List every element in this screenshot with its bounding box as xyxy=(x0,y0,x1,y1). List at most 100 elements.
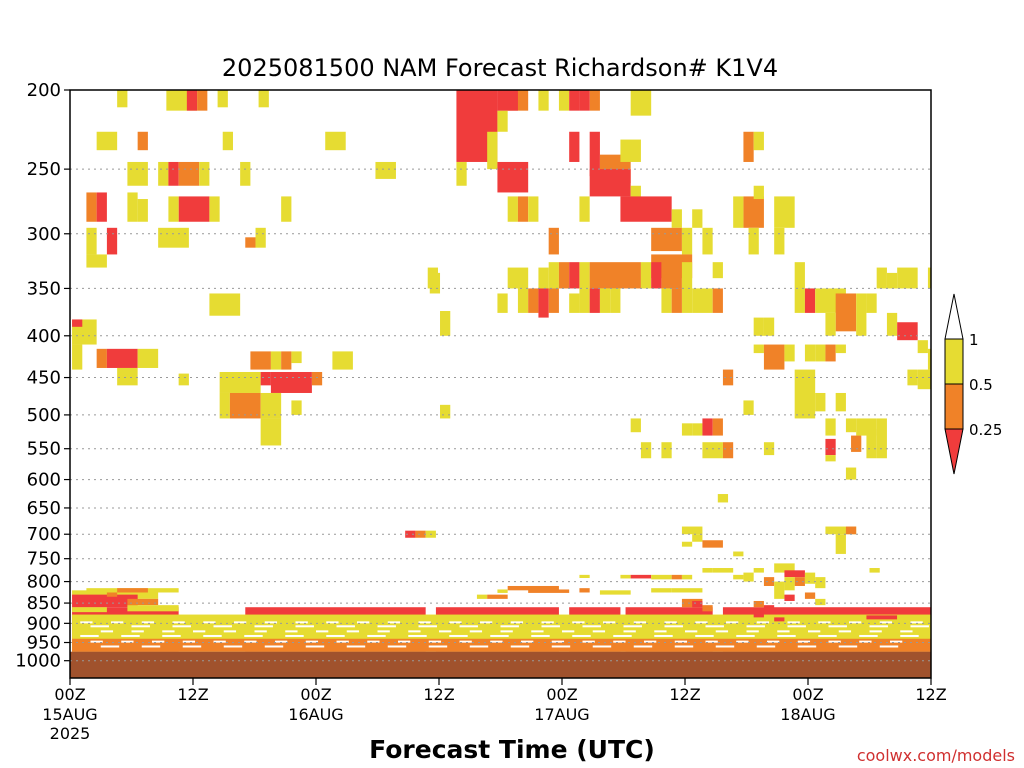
heatmap-cell xyxy=(671,288,682,313)
heatmap-cell xyxy=(620,139,641,162)
heatmap-cell xyxy=(681,574,693,580)
heatmap-streak xyxy=(264,621,278,624)
heatmap-streak xyxy=(469,645,489,648)
heatmap-cell xyxy=(620,196,672,222)
heatmap-streak xyxy=(152,640,165,643)
y-tick-label: 350 xyxy=(27,278,61,299)
heatmap-cell xyxy=(753,185,764,200)
heatmap-streak xyxy=(131,625,150,628)
heatmap-cell xyxy=(589,90,600,111)
heatmap-streak xyxy=(223,630,237,633)
heatmap-cell xyxy=(209,293,241,316)
heatmap-streak xyxy=(336,640,349,643)
heatmap-cell xyxy=(753,568,764,573)
heatmap-cell xyxy=(702,442,723,459)
heatmap-streak xyxy=(654,630,667,633)
heatmap-cell xyxy=(440,311,451,336)
heatmap-cell xyxy=(661,442,672,459)
heatmap-cell xyxy=(538,90,549,111)
heatmap-streak xyxy=(510,645,530,648)
heatmap-cell xyxy=(589,169,631,197)
heatmap-cell xyxy=(106,348,138,368)
heatmap-cell xyxy=(712,568,734,573)
heatmap-streak xyxy=(808,630,821,633)
heatmap-streak xyxy=(193,630,206,633)
heatmap-streak xyxy=(418,625,437,628)
heatmap-streak xyxy=(592,630,606,633)
heatmap-streak xyxy=(408,630,421,633)
y-tick-label: 200 xyxy=(27,80,61,101)
x-tick-year: 2025 xyxy=(50,724,91,743)
heatmap-streak xyxy=(285,634,304,637)
y-tick-label: 900 xyxy=(27,613,61,634)
heatmap-streak xyxy=(910,625,929,628)
legend: 1 0.5 0.25 xyxy=(944,293,1002,475)
heatmap-cell xyxy=(86,254,107,268)
heatmap-cell xyxy=(784,577,795,591)
heatmap-streak xyxy=(531,630,544,633)
legend-swatch-above-1 xyxy=(944,293,964,340)
heatmap-streak xyxy=(213,640,226,643)
heatmap-streak xyxy=(295,625,314,628)
heatmap-cell xyxy=(260,371,271,386)
heatmap-cell xyxy=(692,288,713,313)
heatmap-cell xyxy=(270,371,312,393)
heatmap-cell xyxy=(548,288,559,313)
heatmap-streak xyxy=(572,621,585,624)
heatmap-streak xyxy=(705,640,718,643)
heatmap-streak xyxy=(357,621,370,624)
heatmap-cell xyxy=(717,494,729,503)
heatmap-cell xyxy=(712,262,723,279)
heatmap-streak xyxy=(305,645,325,648)
heatmap-streak xyxy=(736,640,749,643)
heatmap-cell xyxy=(784,570,805,578)
heatmap-streak xyxy=(223,645,243,648)
legend-swatch-0.5-1 xyxy=(944,338,964,385)
heatmap-cell xyxy=(661,262,682,289)
heatmap-streak xyxy=(326,634,345,637)
heatmap-streak xyxy=(285,630,298,633)
heatmap-cell xyxy=(528,589,570,593)
heatmap-streak xyxy=(213,625,232,628)
heatmap-cell xyxy=(794,577,805,586)
heatmap-cell xyxy=(804,572,816,584)
plot-frame xyxy=(69,89,932,679)
heatmap-streak xyxy=(428,645,448,648)
heatmap-streak xyxy=(890,640,903,643)
heatmap-streak xyxy=(480,621,493,624)
heatmap-cell xyxy=(702,605,713,612)
heatmap-streak xyxy=(777,634,796,637)
heatmap-streak xyxy=(828,640,841,643)
heatmap-cell xyxy=(763,577,775,586)
heatmap-streak xyxy=(510,621,524,624)
heatmap-streak xyxy=(756,621,770,624)
heatmap-cell xyxy=(507,196,518,222)
heatmap-streak xyxy=(746,630,759,633)
heatmap-cell xyxy=(487,131,498,170)
heatmap-cell xyxy=(117,90,128,108)
legend-swatch-below-0.25 xyxy=(944,428,964,475)
heatmap-cell xyxy=(72,319,83,327)
heatmap-cell xyxy=(497,90,518,111)
heatmap-streak xyxy=(674,640,688,643)
heatmap-cell xyxy=(186,90,198,111)
heatmap-streak xyxy=(100,645,120,648)
heatmap-cell xyxy=(897,267,918,289)
heatmap-cell xyxy=(835,392,846,412)
heatmap-cell xyxy=(917,615,931,620)
heatmap-streak xyxy=(828,625,847,628)
heatmap-cell xyxy=(281,196,292,222)
heatmap-cell xyxy=(178,373,189,386)
heatmap-streak xyxy=(387,645,407,648)
heatmap-streak xyxy=(859,634,878,637)
heatmap-cell xyxy=(209,196,220,222)
heatmap-cell xyxy=(917,369,931,390)
heatmap-streak xyxy=(80,634,99,637)
heatmap-cell xyxy=(405,530,416,538)
heatmap-cell xyxy=(815,577,826,589)
heatmap-streak xyxy=(439,630,452,633)
heatmap-cell xyxy=(250,351,271,370)
heatmap-streak xyxy=(787,621,800,624)
heatmap-streak xyxy=(777,630,790,633)
